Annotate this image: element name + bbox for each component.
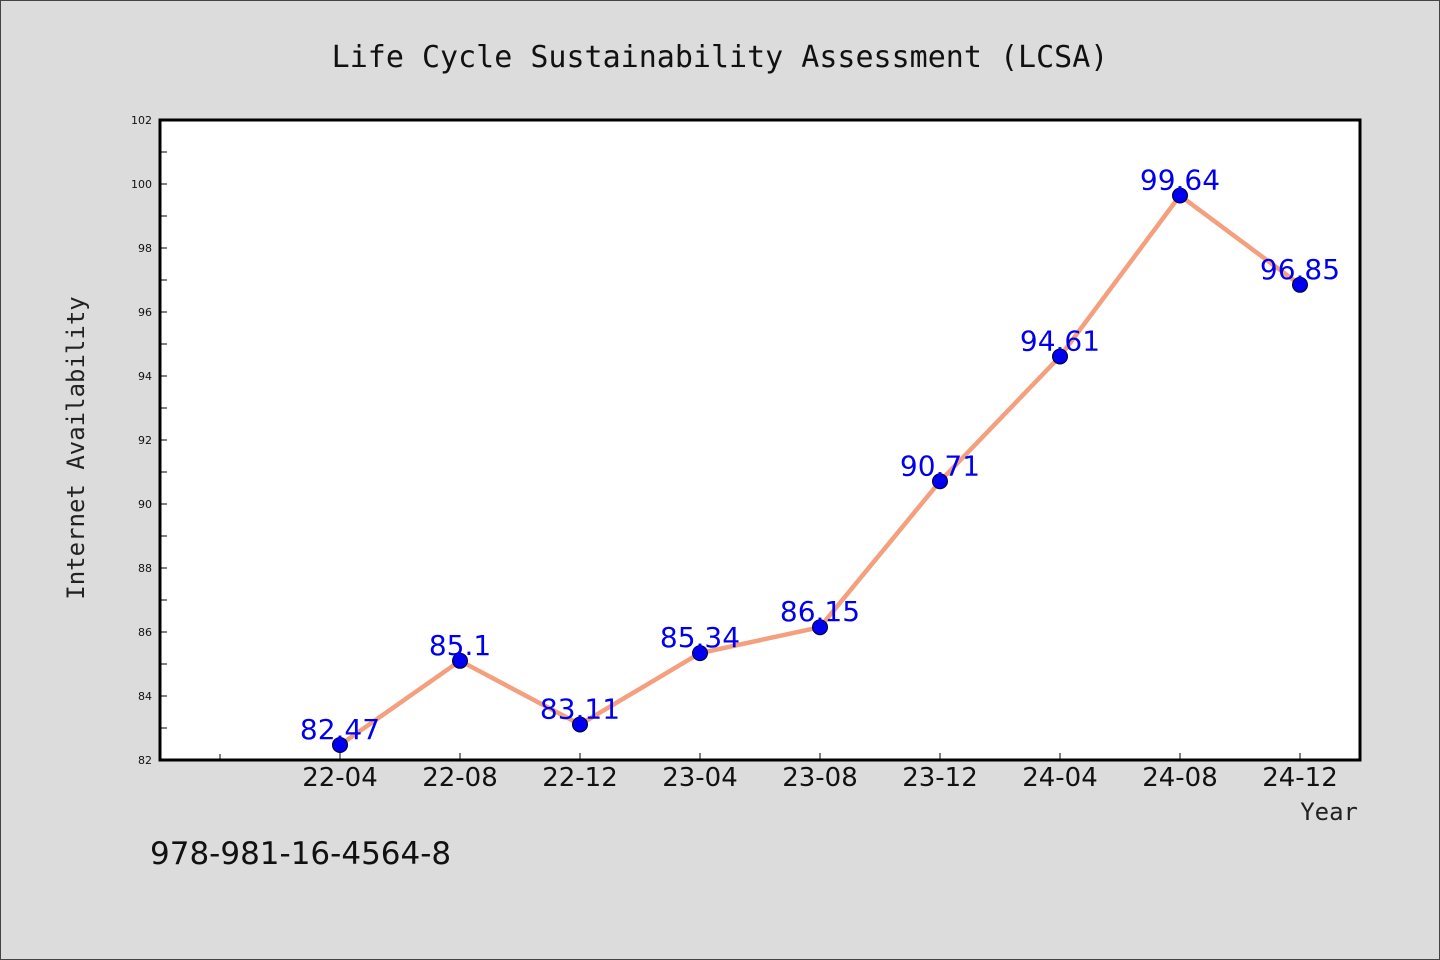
- data-point-label: 83.11: [540, 692, 620, 725]
- data-point-label: 96.85: [1260, 253, 1340, 286]
- data-point-marker: [812, 619, 828, 636]
- y-tick-label: 92: [138, 434, 152, 447]
- y-axis-label: Internet Availability: [62, 296, 90, 599]
- plot-frame: [158, 118, 1362, 762]
- data-point-label: 85.34: [660, 621, 740, 654]
- x-tick-label: 22-04: [302, 763, 378, 793]
- y-tick-label: 96: [138, 306, 152, 319]
- data-point-marker: [1052, 348, 1068, 365]
- y-tick-label: 100: [131, 178, 152, 191]
- x-tick-label: 23-04: [662, 763, 738, 793]
- data-labels-group: 82.47 85.1 83.11 85.34 86.15 90.71 94.61 99.64 9…: [300, 164, 1340, 746]
- data-point-marker: [1292, 276, 1308, 293]
- data-point-marker: [692, 645, 708, 662]
- y-tick-label: 94: [138, 370, 152, 383]
- data-point-marker: [452, 652, 468, 669]
- x-tick-label: 22-12: [542, 763, 618, 793]
- isbn-footer: 978-981-16-4564-8: [150, 836, 451, 872]
- data-point-marker: [332, 736, 348, 753]
- data-point-label: 82.47: [300, 713, 380, 746]
- data-point-label: 90.71: [900, 449, 980, 482]
- data-point-marker: [1172, 187, 1188, 204]
- chart-title: Life Cycle Sustainability Assessment (LC…: [332, 40, 1109, 75]
- y-tick-label: 98: [138, 242, 152, 255]
- plot-area: [160, 120, 1360, 760]
- y-tick-label: 82: [138, 754, 152, 767]
- data-point-label: 94.61: [1020, 324, 1100, 357]
- y-tick-label: 90: [138, 498, 152, 511]
- markers-group: [332, 187, 1308, 753]
- data-point-label: 85.1: [429, 629, 491, 662]
- y-tick-label: 86: [138, 626, 152, 639]
- x-axis-label: Year: [1300, 798, 1358, 826]
- x-tick-label: 24-04: [1022, 763, 1098, 793]
- y-tick-label: 84: [138, 690, 152, 703]
- x-tick-label: 23-12: [902, 763, 978, 793]
- data-point-marker: [572, 716, 588, 733]
- y-tick-label: 102: [131, 114, 152, 127]
- x-tick-label: 23-08: [782, 763, 858, 793]
- data-point-marker: [932, 473, 948, 490]
- x-axis-ticks: 22-04 22-08 22-12 23-04 23-08 23-12 24-04 24-08…: [219, 753, 1338, 793]
- data-point-label: 86.15: [780, 595, 860, 628]
- x-tick-label: 22-08: [422, 763, 498, 793]
- x-tick-label: 24-12: [1262, 763, 1338, 793]
- data-point-label: 99.64: [1140, 164, 1220, 197]
- x-tick-label: 24-08: [1142, 763, 1218, 793]
- y-tick-label: 88: [138, 562, 152, 575]
